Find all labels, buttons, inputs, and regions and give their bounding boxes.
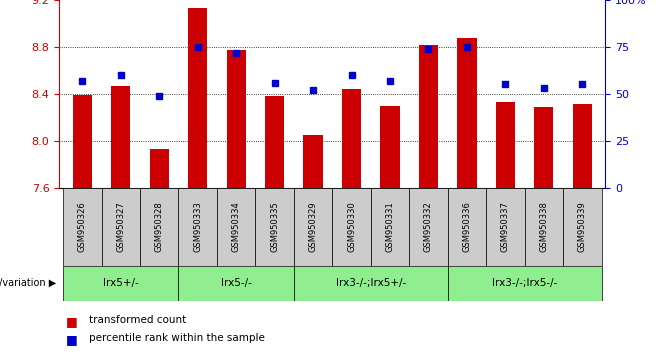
Text: GSM950332: GSM950332 — [424, 201, 433, 252]
Text: lrx5-/-: lrx5-/- — [220, 278, 251, 288]
Bar — [524, 188, 563, 266]
Bar — [447, 188, 486, 266]
Bar — [495, 102, 515, 188]
Bar — [563, 188, 601, 266]
Bar — [457, 38, 476, 188]
Text: lrx3-/-;lrx5+/-: lrx3-/-;lrx5+/- — [336, 278, 406, 288]
Bar — [217, 188, 255, 266]
Text: GSM950338: GSM950338 — [540, 201, 548, 252]
Bar — [265, 96, 284, 188]
Bar — [63, 266, 178, 301]
Text: GSM950334: GSM950334 — [232, 201, 241, 252]
Text: ■: ■ — [66, 333, 78, 346]
Bar — [534, 107, 553, 188]
Text: ■: ■ — [66, 315, 78, 328]
Text: GSM950337: GSM950337 — [501, 201, 510, 252]
Bar — [149, 149, 169, 188]
Bar — [226, 50, 245, 188]
Bar — [342, 89, 361, 188]
Text: GSM950327: GSM950327 — [116, 201, 125, 252]
Text: GSM950335: GSM950335 — [270, 201, 279, 252]
Text: GSM950330: GSM950330 — [347, 201, 356, 252]
Text: genotype/variation ▶: genotype/variation ▶ — [0, 278, 56, 288]
Text: transformed count: transformed count — [89, 315, 186, 325]
Text: GSM950336: GSM950336 — [463, 201, 471, 252]
Bar — [294, 188, 332, 266]
Bar — [572, 104, 592, 188]
Text: GSM950329: GSM950329 — [309, 201, 318, 252]
Bar — [178, 188, 217, 266]
Text: GSM950339: GSM950339 — [578, 201, 587, 252]
Text: GSM950331: GSM950331 — [386, 201, 395, 252]
Bar — [409, 188, 447, 266]
Bar — [486, 188, 524, 266]
Bar — [419, 45, 438, 188]
Text: lrx3-/-;lrx5-/-: lrx3-/-;lrx5-/- — [492, 278, 557, 288]
Bar — [111, 86, 130, 188]
Bar — [447, 266, 601, 301]
Text: percentile rank within the sample: percentile rank within the sample — [89, 333, 265, 343]
Bar — [303, 135, 322, 188]
Bar — [63, 188, 101, 266]
Bar — [188, 8, 207, 188]
Text: GSM950326: GSM950326 — [78, 201, 87, 252]
Text: GSM950328: GSM950328 — [155, 201, 164, 252]
Bar — [380, 105, 399, 188]
Bar — [72, 95, 92, 188]
Bar — [294, 266, 447, 301]
Bar — [255, 188, 294, 266]
Bar — [101, 188, 140, 266]
Text: GSM950333: GSM950333 — [193, 201, 202, 252]
Bar — [370, 188, 409, 266]
Bar — [332, 188, 370, 266]
Text: lrx5+/-: lrx5+/- — [103, 278, 139, 288]
Bar — [178, 266, 294, 301]
Bar — [140, 188, 178, 266]
